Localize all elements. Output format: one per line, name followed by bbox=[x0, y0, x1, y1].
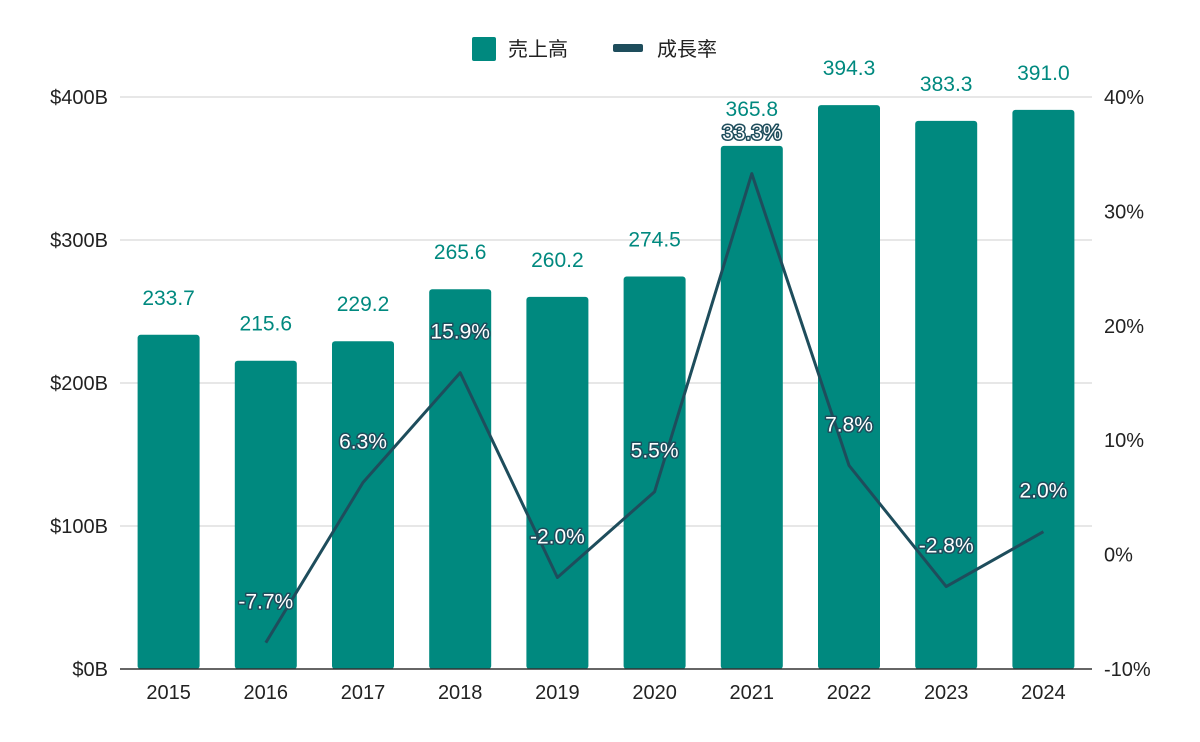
x-tick-label: 2018 bbox=[438, 682, 483, 704]
legend-label-revenue: 売上高 bbox=[508, 37, 568, 61]
revenue-bar bbox=[915, 120, 978, 670]
growth-rate-data-label: 7.8% bbox=[825, 413, 873, 436]
growth-rate-data-label: 33.3% bbox=[722, 122, 782, 145]
growth-rate-data-label: 5.5% bbox=[631, 440, 679, 463]
x-tick-label: 2024 bbox=[1021, 682, 1066, 704]
revenue-bar bbox=[526, 296, 589, 669]
growth-rate-line bbox=[264, 172, 1045, 644]
revenue-data-label: 383.3 bbox=[920, 73, 973, 96]
x-tick-label: 2015 bbox=[146, 682, 191, 704]
y-right-tick-label: 20% bbox=[1104, 316, 1144, 338]
revenue-bar bbox=[429, 289, 492, 669]
revenue-bar bbox=[234, 360, 297, 669]
revenue-bar bbox=[818, 105, 880, 669]
y-left-tick-label: $300B bbox=[50, 230, 108, 252]
growth-rate-data-label: 15.9% bbox=[430, 321, 490, 344]
y-left-tick-label: $0B bbox=[72, 659, 108, 681]
x-tick-label: 2020 bbox=[632, 682, 677, 704]
x-tick-label: 2019 bbox=[535, 682, 580, 704]
growth-rate-data-label: 6.3% bbox=[339, 431, 387, 454]
revenue-data-label: 265.6 bbox=[434, 241, 487, 264]
revenue-data-label: 215.6 bbox=[240, 313, 293, 336]
revenue-bar bbox=[332, 341, 394, 669]
x-tick-label: 2021 bbox=[730, 682, 775, 704]
y-right-tick-label: -10% bbox=[1104, 659, 1151, 681]
legend: 売上高 成長率 bbox=[472, 37, 717, 61]
revenue-bar bbox=[623, 276, 686, 669]
revenue-bar bbox=[720, 145, 783, 669]
y-left-tick-label: $400B bbox=[50, 87, 108, 109]
y-left-tick-label: $100B bbox=[50, 516, 108, 538]
revenue-data-label: 391.0 bbox=[1017, 62, 1070, 85]
revenue-data-label: 365.8 bbox=[726, 98, 779, 121]
revenue-data-label: 260.2 bbox=[531, 249, 584, 272]
revenue-bar bbox=[137, 334, 200, 669]
x-tick-label: 2017 bbox=[341, 682, 386, 704]
revenue-data-label: 274.5 bbox=[628, 228, 681, 251]
revenue-data-label: 229.2 bbox=[337, 293, 390, 316]
x-tick-label: 2022 bbox=[827, 682, 872, 704]
x-tick-label: 2023 bbox=[924, 682, 969, 704]
revenue-bars bbox=[137, 105, 1075, 670]
y-right-tick-label: 40% bbox=[1104, 87, 1144, 109]
growth-rate-data-label: -7.7% bbox=[238, 591, 293, 614]
growth-rate-data-label: 2.0% bbox=[1019, 480, 1067, 503]
y-right-tick-label: 0% bbox=[1104, 545, 1133, 567]
data-labels: 233.7 215.6 229.2 265.6 260.2 274.5 365.8 394.3… bbox=[142, 57, 1070, 615]
y-right-tick-label: 30% bbox=[1104, 201, 1144, 223]
growth-rate-data-label: -2.0% bbox=[530, 525, 585, 548]
legend-label-growth-rate: 成長率 bbox=[657, 37, 717, 61]
growth-rate-series-line bbox=[264, 172, 1045, 644]
legend-swatch-revenue bbox=[472, 37, 496, 61]
y-right-tick-label: 10% bbox=[1104, 430, 1144, 452]
legend-swatch-growth-rate bbox=[613, 44, 643, 52]
axes: $0B $100B $200B $300B $400B -10% 0% 10% 20% 30% 40… bbox=[50, 87, 1151, 704]
x-tick-label: 2016 bbox=[244, 682, 289, 704]
revenue-data-label: 233.7 bbox=[142, 287, 195, 310]
growth-rate-data-label: -2.8% bbox=[919, 535, 974, 558]
revenue-data-label: 394.3 bbox=[823, 57, 876, 80]
revenue-bar bbox=[1012, 109, 1075, 670]
y-left-tick-label: $200B bbox=[50, 373, 108, 395]
